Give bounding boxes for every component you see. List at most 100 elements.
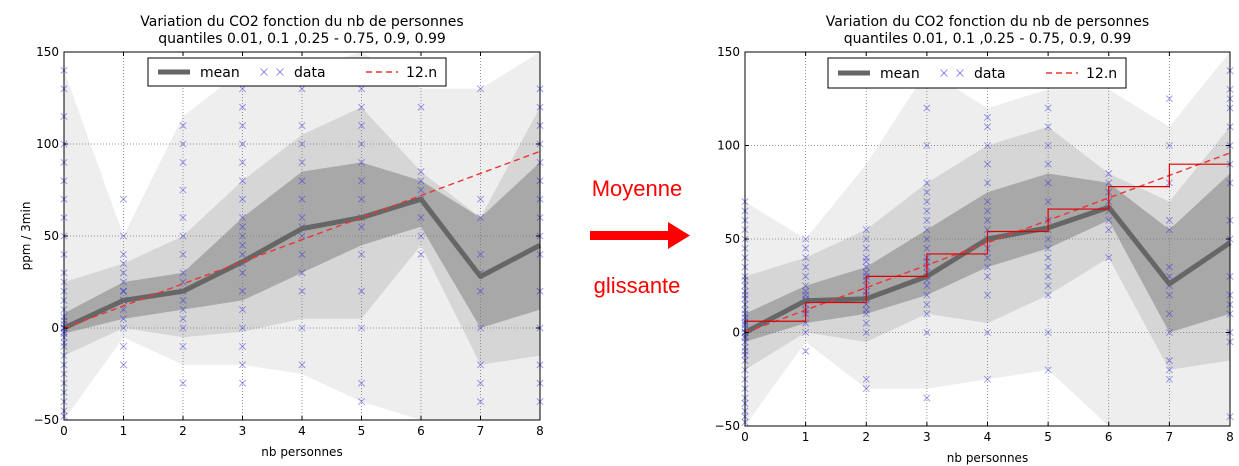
data-point (1105, 254, 1113, 262)
data-point (1044, 263, 1052, 271)
data-point (298, 158, 306, 166)
x-axis-label: nb personnes (947, 451, 1028, 465)
data-point (238, 361, 247, 369)
data-point (802, 328, 810, 337)
data-point (983, 113, 992, 122)
data-point (417, 168, 425, 176)
data-point (983, 328, 992, 337)
x-tick-label: 6 (417, 424, 425, 438)
y-axis-label: ppm / 3min (19, 202, 33, 271)
legend-mean-label: mean (200, 65, 240, 81)
data-point (1165, 328, 1173, 337)
data-point (983, 216, 992, 224)
data-point (357, 250, 366, 258)
x-tick-label: 2 (862, 430, 870, 444)
x-tick-label: 3 (923, 430, 931, 444)
data-point (298, 85, 306, 93)
chart-subtitle: quantiles 0.01, 0.1 ,0.25 - 0.75, 0.9, 0… (844, 31, 1132, 47)
data-point (862, 306, 870, 314)
data-point (923, 216, 931, 224)
data-point (802, 235, 810, 243)
x-tick-label: 7 (477, 424, 485, 438)
grid (64, 52, 540, 420)
series-moving-average-step (745, 163, 1230, 322)
data-point (923, 310, 931, 318)
data-point (357, 140, 366, 148)
data-point (802, 282, 810, 290)
data-point (238, 158, 247, 166)
data-point (1165, 291, 1173, 299)
data-point (1165, 226, 1173, 234)
data-point (357, 324, 366, 332)
data-point (862, 254, 870, 262)
x-tick-label: 2 (179, 424, 187, 438)
data-point (923, 226, 931, 234)
data-point (923, 207, 931, 215)
data-point (238, 269, 247, 277)
data-point (238, 241, 247, 249)
y-tick-label: 150 (36, 45, 59, 59)
legend: mean data 12.n (147, 57, 447, 87)
data-point (476, 398, 485, 406)
data-point (238, 324, 247, 332)
data-point (298, 324, 306, 332)
data-point (983, 123, 992, 131)
x-axis-label: nb personnes (261, 445, 342, 459)
data-point (802, 263, 810, 271)
data-point (476, 85, 485, 93)
data-point (298, 287, 306, 295)
x-tick-label: 0 (741, 430, 749, 444)
data-point (1105, 226, 1113, 234)
data-point (1044, 141, 1052, 150)
data-point (417, 177, 425, 185)
data-point (1165, 375, 1173, 383)
legend-linear-label: 12.n (1086, 66, 1117, 82)
data-point (1044, 272, 1052, 280)
data-point (238, 342, 247, 350)
x-tick-label: 5 (1044, 430, 1052, 444)
y-tick-label: 0 (732, 326, 740, 340)
data-point (476, 361, 485, 369)
chart-title: Variation du CO2 fonction du nb de perso… (140, 14, 463, 30)
data-point (802, 244, 810, 252)
x-tick-label: 3 (239, 424, 247, 438)
data-point (357, 195, 366, 203)
data-point (983, 207, 992, 215)
data-point (1044, 366, 1052, 374)
data-point (1044, 328, 1052, 337)
legend-data-swatch (260, 68, 284, 76)
series-linear (63, 150, 541, 329)
data-point (923, 235, 931, 243)
data-point (983, 263, 992, 271)
data-point (1165, 216, 1173, 224)
data-point (298, 177, 306, 185)
data-point (802, 347, 810, 355)
data-point (983, 198, 992, 206)
data-point (179, 140, 187, 148)
y-tick-label: −50 (34, 413, 59, 427)
data-point (417, 232, 425, 240)
y-tick-label: 0 (51, 321, 59, 335)
data-point (983, 141, 992, 150)
data-point (357, 177, 366, 185)
data-point (862, 235, 870, 243)
data-point (476, 214, 485, 222)
data-point (179, 324, 187, 332)
data-point (1044, 282, 1052, 290)
data-point (476, 324, 485, 332)
data-point (923, 104, 931, 112)
legend: mean data 12.n (827, 57, 1127, 89)
legend-mean-label: mean (880, 66, 920, 82)
data-point (923, 179, 931, 187)
legend-data-label: data (974, 66, 1006, 82)
data-point (238, 287, 247, 295)
data-point (179, 306, 187, 314)
data-point (238, 140, 247, 148)
data-point (923, 394, 931, 402)
data-point (862, 257, 870, 265)
data-point (357, 85, 366, 93)
